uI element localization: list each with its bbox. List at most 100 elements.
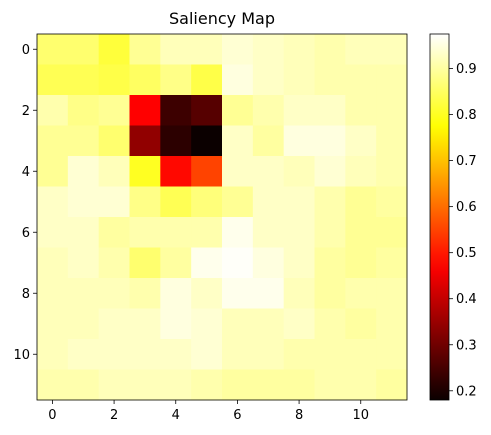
heatmap-cell — [222, 156, 254, 187]
heatmap-cell — [345, 64, 377, 96]
heatmap-cell — [376, 186, 408, 218]
heatmap-cell — [191, 156, 223, 187]
heatmap-cell — [222, 125, 254, 157]
heatmap-cell — [252, 95, 285, 126]
heatmap-cell — [314, 369, 346, 401]
heatmap-cell — [191, 308, 223, 340]
heatmap-cell — [314, 64, 346, 96]
heatmap-cell — [345, 125, 377, 157]
heatmap-cell — [129, 247, 161, 279]
x-tick-label: 4 — [172, 408, 180, 423]
heatmap-cell — [376, 125, 408, 157]
heatmap-cell — [37, 278, 69, 309]
heatmap-frame — [36, 33, 408, 401]
heatmap-cell — [191, 339, 223, 370]
heatmap-cell — [160, 95, 192, 126]
heatmap-cell — [160, 308, 192, 340]
heatmap-cell — [222, 217, 254, 248]
heatmap-cell — [283, 339, 315, 370]
heatmap-cell — [345, 95, 377, 126]
heatmap-cell — [222, 64, 254, 96]
colorbar-tick-label: 0.6 — [456, 200, 477, 215]
heatmap-cell — [222, 247, 254, 279]
heatmap-cell — [160, 278, 192, 309]
colorbar-tick-label: 0.4 — [456, 292, 477, 307]
heatmap-cell — [129, 34, 161, 65]
heatmap-cell — [98, 369, 130, 401]
y-tick-label: 0 — [22, 43, 30, 58]
heatmap-cell — [191, 369, 223, 401]
heatmap-cell — [160, 125, 192, 157]
heatmap-cell — [283, 369, 315, 401]
heatmap-cell — [252, 247, 285, 279]
x-tick-label: 10 — [352, 408, 369, 423]
heatmap-cell — [252, 369, 285, 401]
heatmap-cell — [67, 125, 100, 157]
heatmap-cell — [222, 369, 254, 401]
heatmap-cell — [376, 95, 408, 126]
heatmap-cell — [67, 339, 100, 370]
heatmap-cell — [191, 125, 223, 157]
heatmap-cell — [376, 217, 408, 248]
heatmap-cell — [129, 369, 161, 401]
colorbar-tick-label: 0.2 — [456, 384, 477, 399]
heatmap-cell — [345, 308, 377, 340]
heatmap-cell — [283, 64, 315, 96]
heatmap-grid — [37, 34, 408, 401]
heatmap-cell — [37, 308, 69, 340]
heatmap-cell — [283, 156, 315, 187]
y-tick-label: 10 — [13, 348, 30, 363]
heatmap-cell — [129, 278, 161, 309]
colorbar-axis: 0.2 0.3 0.4 0.5 0.6 0.7 0.8 0.9 — [449, 62, 477, 399]
heatmap-cell — [283, 186, 315, 218]
heatmap-cell — [252, 339, 285, 370]
heatmap-cell — [67, 186, 100, 218]
heatmap-cell — [98, 125, 130, 157]
y-tick-label: 4 — [22, 165, 30, 180]
colorbar-tick-label: 0.9 — [456, 62, 477, 77]
heatmap-cell — [160, 339, 192, 370]
heatmap-cell — [222, 186, 254, 218]
heatmap-cell — [37, 34, 69, 65]
heatmap-cell — [283, 217, 315, 248]
y-tick-label: 6 — [22, 226, 30, 241]
heatmap-cell — [129, 95, 161, 126]
heatmap-cell — [345, 369, 377, 401]
heatmap-cell — [191, 186, 223, 218]
heatmap-cell — [314, 278, 346, 309]
heatmap-cell — [160, 34, 192, 65]
heatmap-cell — [191, 95, 223, 126]
heatmap-cell — [98, 186, 130, 218]
heatmap-cell — [314, 125, 346, 157]
heatmap-cell — [252, 125, 285, 157]
y-tick-label: 8 — [22, 287, 30, 302]
heatmap-cell — [222, 95, 254, 126]
heatmap-cell — [98, 339, 130, 370]
x-tick-label: 2 — [110, 408, 118, 423]
heatmap-cell — [129, 339, 161, 370]
heatmap-cell — [67, 95, 100, 126]
heatmap-cell — [37, 217, 69, 248]
heatmap-cell — [67, 247, 100, 279]
colorbar-frame — [429, 33, 450, 401]
heatmap-cell — [222, 339, 254, 370]
heatmap-cell — [376, 278, 408, 309]
heatmap-cell — [252, 278, 285, 309]
heatmap-cell — [37, 186, 69, 218]
heatmap-cell — [314, 339, 346, 370]
heatmap-cell — [160, 156, 192, 187]
heatmap-cell — [191, 64, 223, 96]
heatmap-cell — [67, 369, 100, 401]
heatmap-cell — [345, 217, 377, 248]
heatmap-cell — [37, 247, 69, 279]
heatmap-cell — [376, 64, 408, 96]
heatmap-cell — [345, 186, 377, 218]
heatmap-cell — [129, 186, 161, 218]
heatmap-cell — [314, 186, 346, 218]
heatmap-cell — [222, 34, 254, 65]
x-tick-label: 0 — [48, 408, 56, 423]
heatmap-cell — [160, 217, 192, 248]
heatmap-cell — [37, 95, 69, 126]
heatmap-cell — [98, 247, 130, 279]
heatmap-cell — [191, 217, 223, 248]
